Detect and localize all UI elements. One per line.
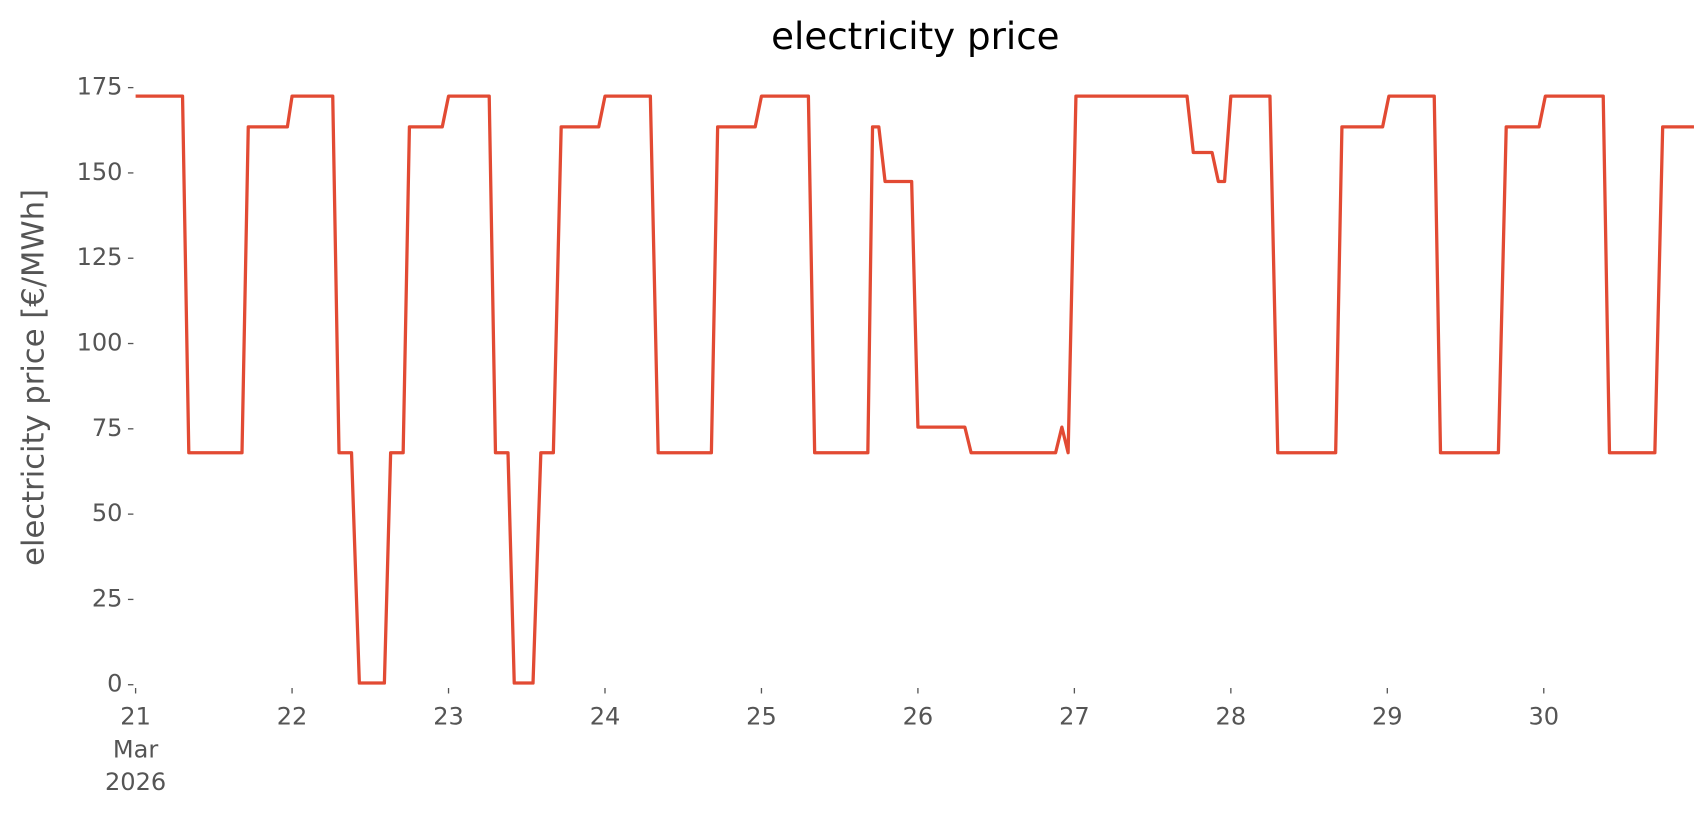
x-tick-label: 28 [1216, 703, 1247, 731]
x-tick-label: 22 [277, 703, 308, 731]
y-axis-label: electricity price [€/MWh] [16, 189, 51, 566]
chart-title: electricity price [771, 14, 1059, 58]
x-tick-label: 21 Mar 2026 [105, 703, 166, 797]
price-line [135, 94, 1694, 685]
x-tick-label: 23 [433, 703, 464, 731]
y-tick-label: 150 [77, 158, 123, 186]
tick-label-line: 2026 [105, 768, 166, 796]
x-tick-label: 25 [746, 703, 777, 731]
tick-label-line: 21 [120, 703, 151, 731]
y-tick-label: 0 [107, 670, 122, 698]
x-tick-label: 26 [903, 703, 934, 731]
x-tick-label: 27 [1059, 703, 1090, 731]
x-tick-label: 29 [1372, 703, 1403, 731]
y-tick-label: 25 [92, 584, 123, 612]
y-tick-label: 125 [77, 243, 123, 271]
x-tick-label: 30 [1528, 703, 1559, 731]
x-tick-label: 24 [590, 703, 621, 731]
tick-label-line: Mar [113, 735, 158, 763]
y-tick-label: 100 [77, 329, 123, 357]
y-tick-label: 50 [92, 499, 123, 527]
y-tick-label: 75 [92, 414, 123, 442]
y-tick-label: 175 [77, 73, 123, 101]
